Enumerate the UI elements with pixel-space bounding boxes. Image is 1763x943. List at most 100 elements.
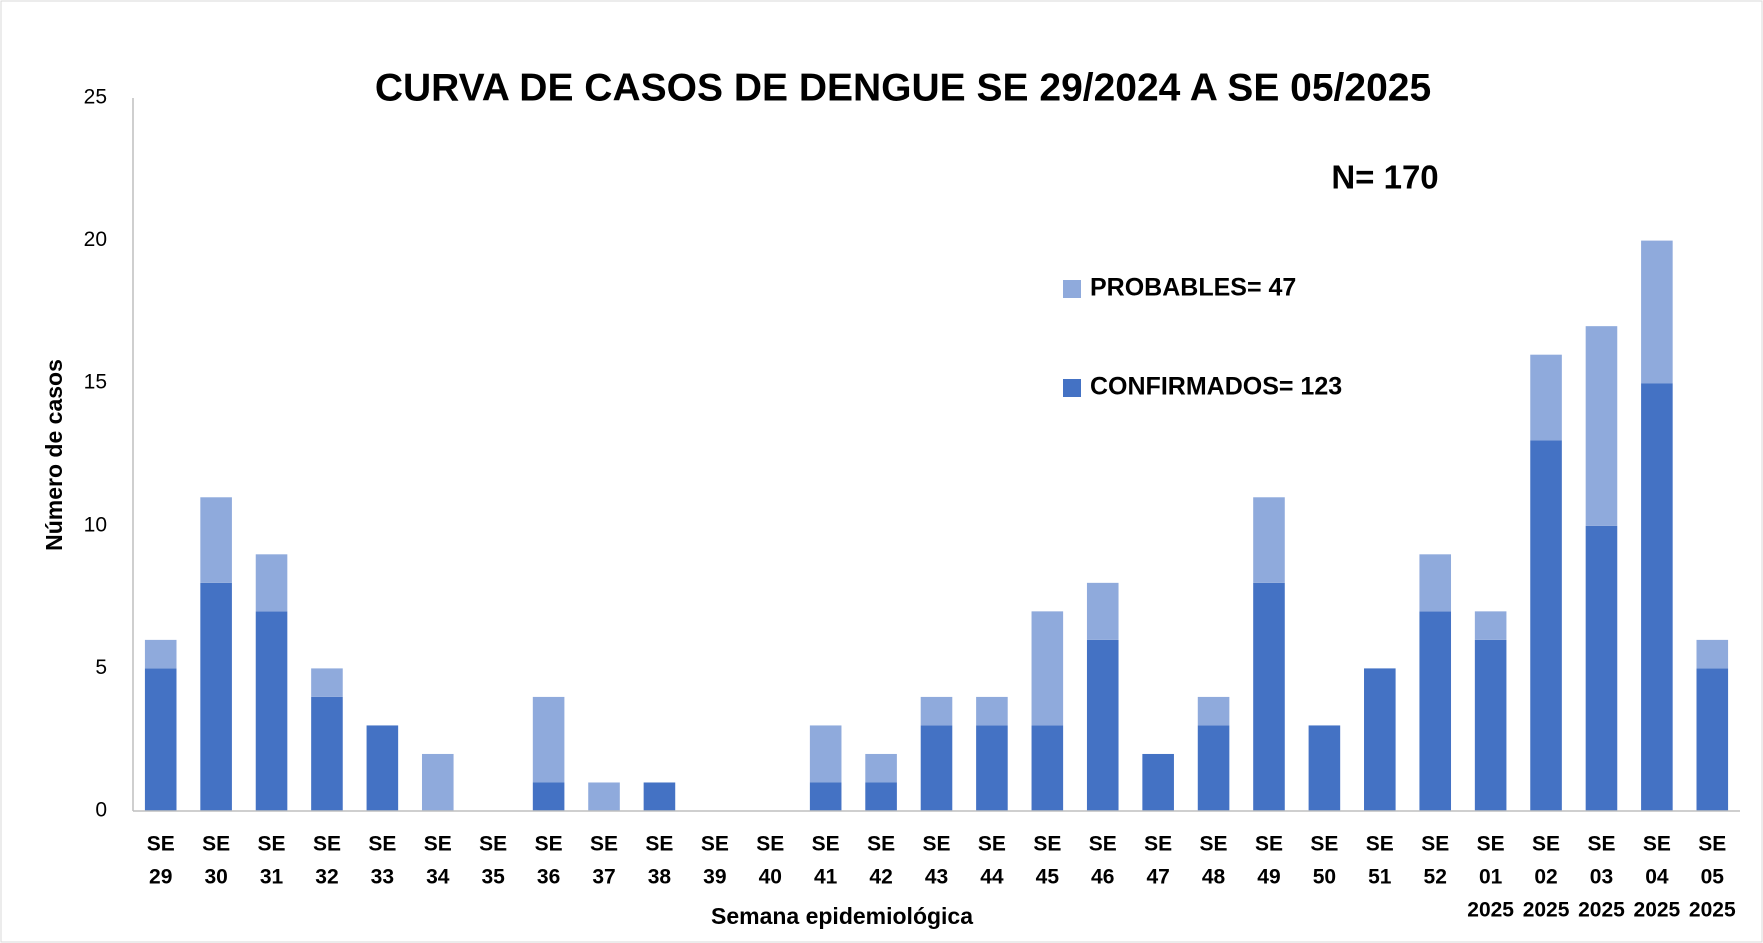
x-tick-label: 50: [1313, 866, 1336, 889]
bar-segment: [1308, 725, 1341, 811]
x-tick-label: SE: [424, 833, 452, 856]
x-tick-label: SE: [147, 833, 175, 856]
bar-segment: [865, 753, 897, 783]
bar-segment: [144, 668, 177, 811]
x-tick-label: 46: [1091, 866, 1114, 889]
bar-segment: [1696, 639, 1729, 669]
bar-segment: [920, 725, 953, 811]
bar-segment: [1474, 639, 1507, 811]
y-tick-label: 0: [95, 799, 107, 822]
bar-segment: [1530, 354, 1562, 441]
x-tick-label: SE: [922, 833, 950, 856]
x-axis-label: Semana epidemiológica: [711, 903, 973, 929]
x-tick-label: 29: [149, 866, 172, 889]
annotation: N= 170: [1331, 159, 1438, 196]
bar-segment: [865, 782, 897, 811]
x-tick-label: SE: [978, 833, 1006, 856]
bar-segment: [144, 639, 177, 669]
x-tick-label: 05: [1701, 866, 1725, 889]
legend-swatch: [1063, 379, 1081, 397]
bar-segment: [1585, 326, 1618, 526]
x-tick-label: SE: [313, 833, 341, 856]
x-tick-label: SE: [1421, 833, 1449, 856]
bar-segment: [311, 696, 343, 811]
x-tick-label: 42: [869, 866, 892, 889]
y-tick-label: 15: [84, 371, 107, 394]
x-tick-label: SE: [535, 833, 563, 856]
x-tick-label: SE: [756, 833, 784, 856]
x-tick-label: 04: [1645, 866, 1669, 889]
x-tick-label: SE: [812, 833, 840, 856]
x-tick-label: 03: [1590, 866, 1613, 889]
bar-segment: [1086, 582, 1119, 640]
bar-segment: [532, 782, 565, 811]
bar-segment: [1419, 611, 1452, 811]
x-tick-label: 2025: [1523, 899, 1570, 922]
y-tick-label: 25: [84, 86, 107, 109]
x-tick-label: 48: [1202, 866, 1226, 889]
legend-label: PROBABLES= 47: [1090, 274, 1296, 302]
bar-segment: [1253, 497, 1285, 583]
x-tick-label: 36: [537, 866, 560, 889]
legend-swatch: [1063, 280, 1081, 298]
x-tick-label: 30: [204, 866, 227, 889]
x-tick-label: 37: [592, 866, 615, 889]
bar-segment: [255, 611, 288, 811]
bar-segment: [1197, 696, 1230, 726]
bar-segment: [421, 753, 454, 811]
x-tick-label: 51: [1368, 866, 1392, 889]
bar-segment: [588, 782, 620, 811]
bar-segment: [1474, 611, 1507, 640]
x-tick-label: SE: [645, 833, 673, 856]
y-axis-label: Número de casos: [41, 359, 67, 551]
bar-segment: [809, 725, 842, 783]
x-tick-label: 45: [1036, 866, 1060, 889]
x-tick-label: SE: [1255, 833, 1283, 856]
x-tick-label: SE: [1532, 833, 1560, 856]
x-tick-label: 33: [371, 866, 394, 889]
x-tick-label: SE: [1366, 833, 1394, 856]
bar-segment: [311, 668, 343, 697]
x-tick-label: SE: [590, 833, 618, 856]
bar-segment: [809, 782, 842, 811]
x-tick-label: 2025: [1689, 899, 1736, 922]
y-tick-label: 20: [84, 228, 107, 251]
bar-segment: [1641, 240, 1673, 384]
x-tick-label: SE: [1310, 833, 1338, 856]
bar-segment: [1641, 383, 1673, 811]
bar-segment: [1530, 440, 1562, 811]
x-tick-label: SE: [202, 833, 230, 856]
x-tick-label: SE: [701, 833, 729, 856]
x-tick-label: SE: [1477, 833, 1505, 856]
bar-segment: [1197, 725, 1230, 811]
bar-segment: [200, 497, 232, 583]
bar-segment: [1253, 582, 1285, 811]
x-tick-label: 02: [1534, 866, 1557, 889]
bar-segment: [1585, 525, 1618, 811]
bar-segment: [976, 696, 1008, 726]
bar-segment: [976, 725, 1008, 811]
bar-segment: [1086, 639, 1119, 811]
x-tick-label: 38: [648, 866, 672, 889]
x-tick-label: SE: [1144, 833, 1172, 856]
bar-segment: [643, 782, 676, 811]
x-tick-label: SE: [479, 833, 507, 856]
bar-segment: [366, 725, 399, 811]
bar-segment: [1696, 668, 1729, 811]
bar-segment: [1142, 753, 1174, 811]
x-tick-label: SE: [1643, 833, 1671, 856]
x-tick-label: SE: [258, 833, 286, 856]
y-tick-label: 10: [84, 513, 107, 536]
x-tick-label: SE: [1698, 833, 1726, 856]
x-tick-label: SE: [1089, 833, 1117, 856]
y-tick-label: 5: [95, 656, 107, 679]
x-tick-label: SE: [1587, 833, 1615, 856]
x-tick-label: SE: [1200, 833, 1228, 856]
bar-segment: [920, 696, 953, 726]
x-tick-label: 43: [925, 866, 948, 889]
x-tick-label: 47: [1146, 866, 1169, 889]
x-tick-label: 49: [1257, 866, 1280, 889]
bar-segment: [1419, 554, 1452, 612]
x-tick-label: 41: [814, 866, 838, 889]
x-tick-label: 32: [315, 866, 338, 889]
